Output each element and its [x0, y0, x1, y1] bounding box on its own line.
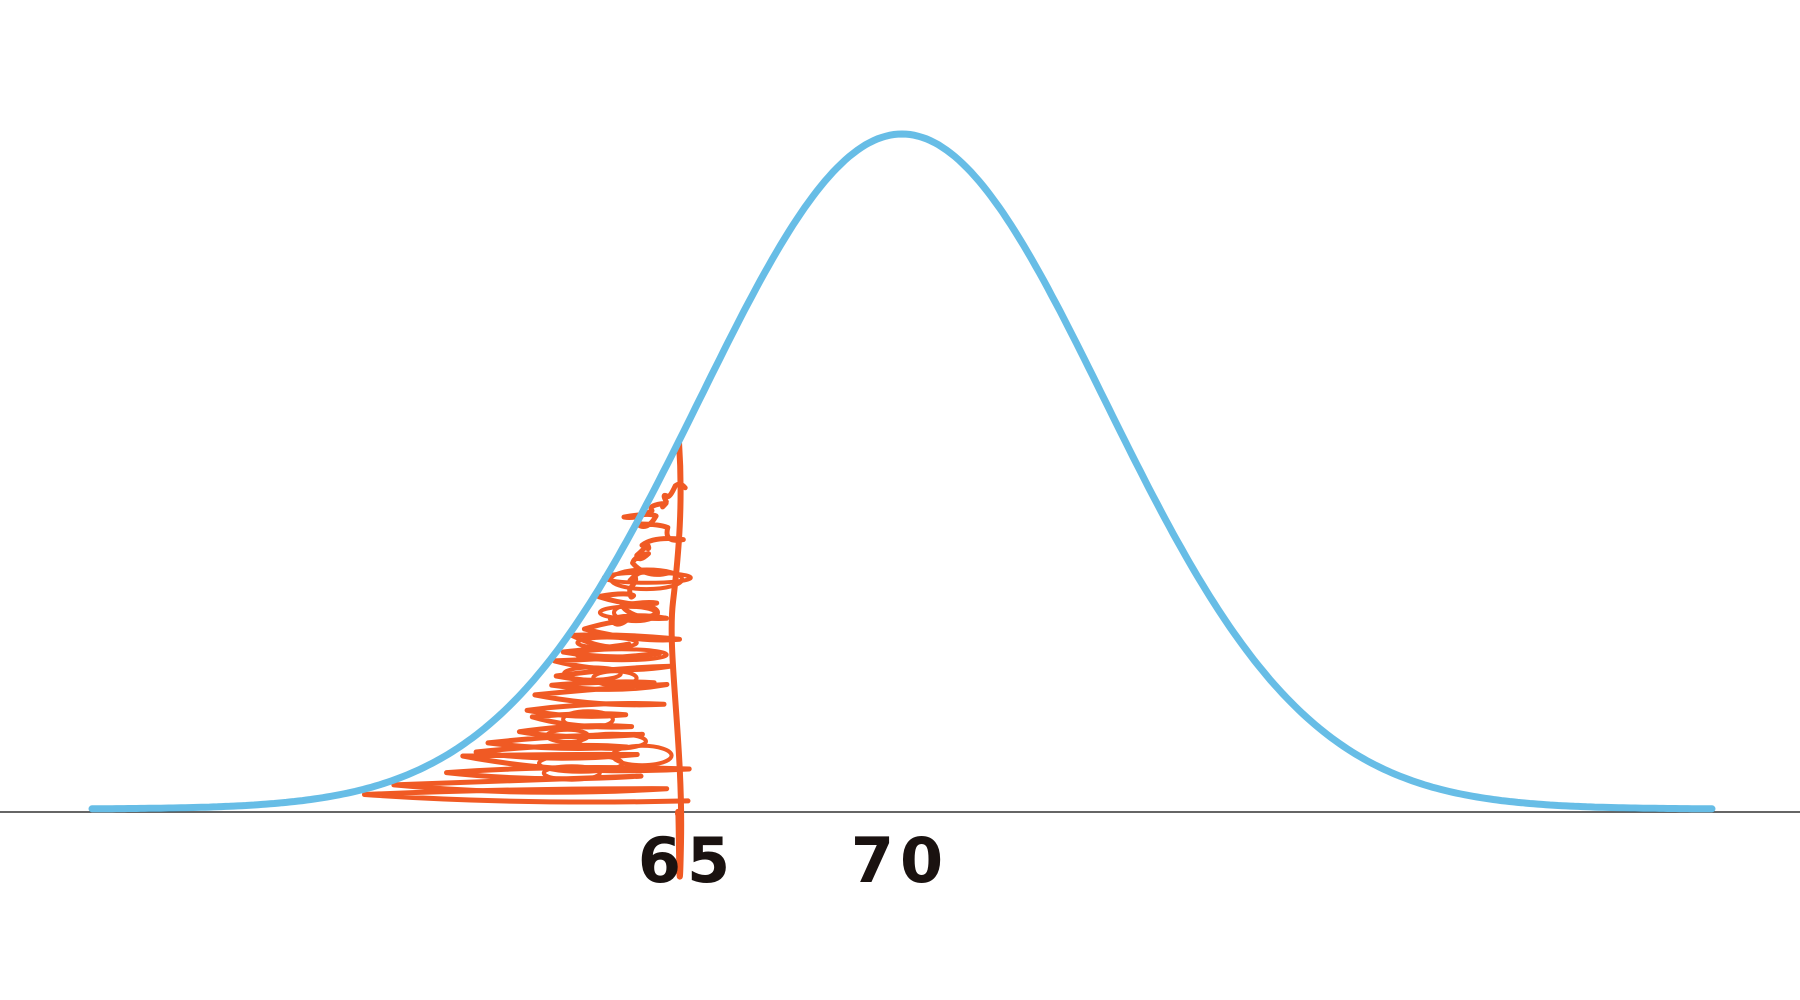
scribble-loop	[541, 764, 602, 782]
scribble-loop	[612, 602, 660, 624]
tick-label-65: 65	[638, 824, 736, 897]
normal-curve-line	[88, 130, 1716, 813]
scribble-loop	[575, 635, 639, 650]
scribble-loop	[591, 669, 639, 688]
scribble-stroke	[362, 481, 692, 805]
tick-label-70: 70	[851, 824, 949, 897]
scribble-loop	[609, 567, 685, 592]
scribble-loop	[537, 752, 625, 774]
marker-line-65	[668, 438, 685, 880]
scribble-loop	[561, 709, 615, 730]
scribble-loop	[576, 731, 649, 751]
shaded-region-scribble	[362, 481, 693, 805]
